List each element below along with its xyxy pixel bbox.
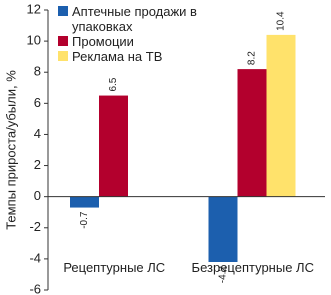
value-label: -0.7 <box>79 211 90 229</box>
legend-item: Промоции <box>58 34 248 49</box>
y-axis-label: Темпы прироста/убыли, % <box>3 70 18 230</box>
y-tick-label: 10 <box>27 33 41 48</box>
y-tick-label: 8 <box>34 64 41 79</box>
legend-label: Аптечные продажи в упаковках <box>72 4 197 34</box>
y-tick-label: 6 <box>34 95 41 110</box>
bar <box>237 69 267 197</box>
legend-item: Реклама на ТВ <box>58 49 248 64</box>
value-label: -4.2 <box>218 266 229 284</box>
y-tick-label: 2 <box>34 157 41 172</box>
y-tick-label: -4 <box>29 250 41 265</box>
legend-swatch <box>58 51 68 61</box>
legend-swatch <box>58 6 68 16</box>
bar <box>70 196 99 208</box>
y-tick-label: 12 <box>27 1 41 16</box>
value-label: 8.2 <box>247 51 258 65</box>
legend-label: Реклама на ТВ <box>72 49 163 64</box>
bar <box>208 196 238 262</box>
value-label: 10.4 <box>276 11 287 31</box>
value-label: 6.5 <box>108 77 119 91</box>
legend-label: Промоции <box>72 34 134 49</box>
bar <box>99 95 128 197</box>
x-tick-label: Безрецептурные ЛС <box>191 260 314 275</box>
x-tick-label: Рецептурные ЛС <box>63 260 166 275</box>
y-tick-label: 4 <box>34 126 41 141</box>
y-tick-label: 0 <box>34 188 41 203</box>
bar <box>266 34 296 197</box>
y-tick-label: -2 <box>29 219 41 234</box>
legend-item: Аптечные продажи в упаковках <box>58 4 248 34</box>
y-tick-label: -6 <box>29 281 41 295</box>
legend-swatch <box>58 36 68 46</box>
